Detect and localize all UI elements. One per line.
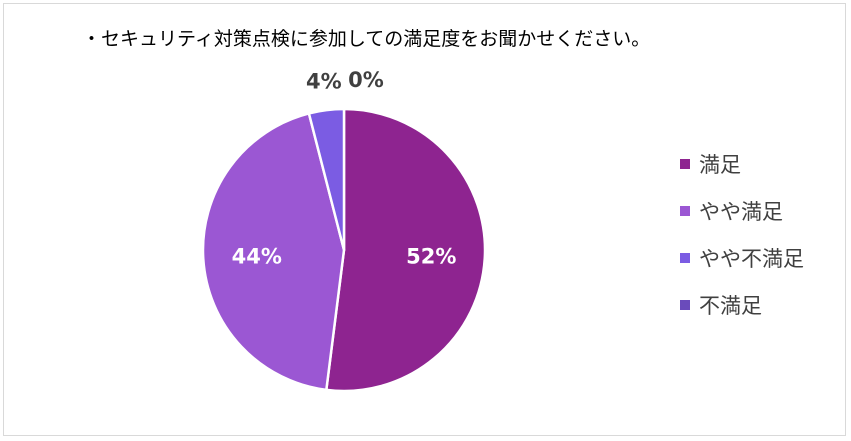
- legend-swatch-somewhat-dissatisfied: [680, 253, 690, 263]
- pie-data-labels: 52% 44% 4% 0%: [232, 68, 457, 268]
- legend-item-dissatisfied: 不満足: [680, 293, 804, 318]
- legend-label-somewhat-satisfied: やや満足: [699, 200, 783, 224]
- pie-slice-somewhat-satisfied: [201, 112, 346, 392]
- data-label-satisfied: 52%: [406, 244, 456, 268]
- data-label-somewhat-dissatisfied: 4%: [306, 69, 342, 93]
- pie-slice-satisfied: [325, 107, 487, 393]
- data-label-dissatisfied: 0%: [348, 68, 384, 92]
- legend-swatch-satisfied: [680, 159, 690, 169]
- legend-label-dissatisfied: 不満足: [699, 294, 762, 318]
- legend-label-somewhat-dissatisfied: やや不満足: [699, 247, 804, 271]
- pie-slices: [201, 107, 487, 393]
- legend-label-satisfied: 満足: [699, 153, 741, 177]
- legend-item-somewhat-satisfied: やや満足: [680, 199, 804, 224]
- legend-swatch-dissatisfied: [680, 300, 690, 310]
- chart-legend: 満足 やや満足 やや不満足 不満足: [680, 152, 804, 340]
- legend-item-satisfied: 満足: [680, 152, 804, 177]
- legend-swatch-somewhat-satisfied: [680, 206, 690, 216]
- legend-item-somewhat-dissatisfied: やや不満足: [680, 246, 804, 271]
- chart-title: ・セキュリティ対策点検に参加しての満足度をお聞かせください。: [82, 28, 651, 50]
- data-label-somewhat-satisfied: 44%: [232, 244, 282, 268]
- pie-slice-somewhat-dissatisfied: [307, 107, 346, 252]
